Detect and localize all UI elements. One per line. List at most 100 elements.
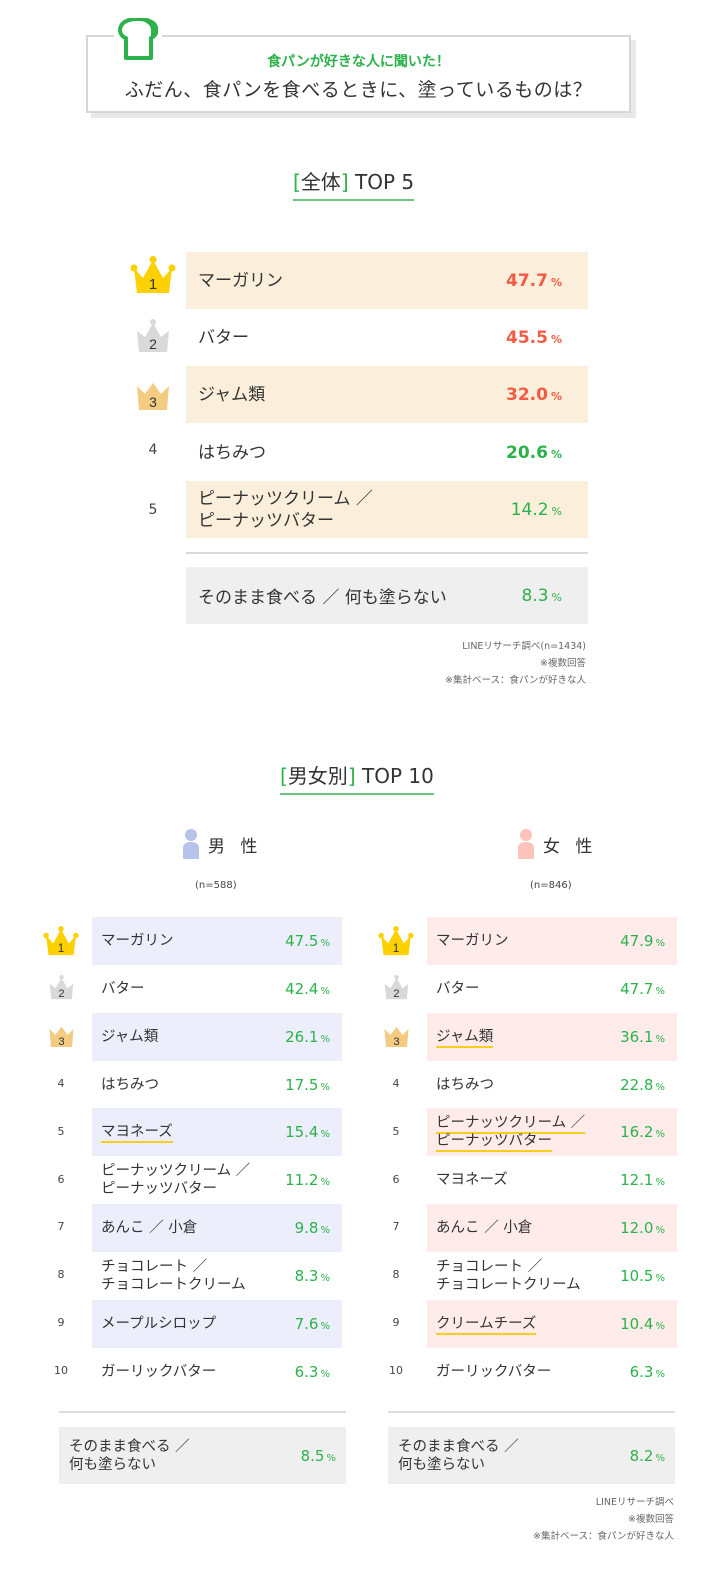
- overall-row-1: マーガリン 47.7%: [186, 252, 588, 309]
- highlight-underline: クリームチーズ: [436, 1316, 537, 1335]
- male-row-3: ジャム類 26.1%: [92, 1013, 342, 1061]
- item-label: はちみつ: [101, 1077, 159, 1093]
- female-row-3: ジャム類 36.1%: [427, 1013, 677, 1061]
- gender-notes: LINEリサーチ調べ ※複数回答 ※集計ベース：食パンが好きな人: [533, 1497, 674, 1542]
- item-label: ガーリックバター: [436, 1364, 552, 1380]
- svg-text:1: 1: [149, 276, 157, 293]
- highlight-underline: マヨネーズ: [101, 1124, 173, 1143]
- heading-label: 男女別: [287, 764, 348, 788]
- item-label: ピーナッツクリーム ／ピーナッツバター: [198, 488, 373, 531]
- item-value: 32.0%: [506, 384, 562, 405]
- overall-row-4: はちみつ 20.6%: [186, 424, 588, 481]
- item-label: クリームチーズ: [427, 1315, 607, 1335]
- male-row-none: そのまま食べる ／何も塗らない 8.5%: [59, 1427, 346, 1484]
- rank-number: 9: [57, 1316, 65, 1329]
- question-header: 食パンが好きな人に聞いた！ ふだん、食パンを食べるときに、塗っているものは？: [86, 35, 631, 113]
- male-row-5: マヨネーズ 15.4%: [92, 1108, 342, 1156]
- male-row-6: ピーナッツクリーム ／ピーナッツバター 11.2%: [92, 1156, 342, 1204]
- item-value: 20.6%: [506, 442, 562, 463]
- item-value: 16.2%: [620, 1123, 665, 1141]
- item-value: 12.0%: [620, 1219, 665, 1237]
- rank-number: 7: [392, 1220, 400, 1233]
- female-row-5: ピーナッツクリーム ／ピーナッツバター 16.2%: [427, 1108, 677, 1156]
- silver-crown-icon: 2: [383, 975, 410, 1000]
- item-value: 26.1%: [285, 1028, 330, 1046]
- item-value: 14.2%: [510, 499, 562, 520]
- item-label: バター: [198, 327, 249, 348]
- svg-text:3: 3: [58, 1036, 64, 1048]
- item-value: 8.3%: [521, 585, 563, 606]
- item-label: あんこ ／ 小倉: [436, 1220, 533, 1236]
- item-label: マーガリン: [101, 933, 174, 949]
- bronze-crown-icon: 3: [383, 1025, 410, 1048]
- section-heading-gender: [男女別] TOP 10: [280, 760, 434, 795]
- rank-number: 4: [392, 1077, 400, 1090]
- rank-number: 5: [148, 502, 158, 518]
- divider: [388, 1411, 675, 1413]
- svg-text:3: 3: [393, 1036, 399, 1048]
- item-value: 45.5%: [506, 327, 562, 348]
- item-value: 42.4%: [285, 980, 330, 998]
- header-title: ふだん、食パンを食べるときに、塗っているものは？: [124, 79, 593, 101]
- heading-top: TOP 10: [361, 764, 434, 788]
- item-value: 8.2%: [629, 1446, 665, 1465]
- svg-text:1: 1: [58, 942, 65, 955]
- item-value: 17.5%: [285, 1076, 330, 1094]
- item-label: チョコレート ／チョコレートクリーム: [101, 1259, 246, 1293]
- item-label: マーガリン: [436, 933, 509, 949]
- rank-number: 6: [392, 1173, 400, 1186]
- item-label: ガーリックバター: [101, 1364, 217, 1380]
- svg-text:2: 2: [58, 988, 64, 1000]
- rank-number: 4: [57, 1077, 65, 1090]
- gold-crown-icon: 1: [43, 926, 79, 956]
- item-label: ジャム類: [427, 1028, 607, 1048]
- rank-number: 10: [54, 1364, 68, 1377]
- female-person-icon: [518, 829, 534, 859]
- item-label: バター: [436, 981, 480, 997]
- bracket-close: ]: [347, 764, 356, 788]
- female-row-7: あんこ ／ 小倉 12.0%: [427, 1204, 677, 1252]
- overall-row-5: ピーナッツクリーム ／ピーナッツバター 14.2%: [186, 481, 588, 538]
- item-value: 36.1%: [620, 1028, 665, 1046]
- overall-row-none: そのまま食べる ／ 何も塗らない 8.3%: [186, 567, 588, 624]
- item-label: はちみつ: [436, 1077, 494, 1093]
- item-value: 8.3%: [294, 1267, 330, 1285]
- female-row-none: そのまま食べる ／何も塗らない 8.2%: [388, 1427, 675, 1484]
- female-row-8: チョコレート ／チョコレートクリーム 10.5%: [427, 1252, 677, 1300]
- male-row-4: はちみつ 17.5%: [92, 1061, 342, 1109]
- bracket-open: [: [293, 170, 301, 194]
- section-heading-overall: [全体] TOP 5: [293, 166, 415, 201]
- item-label: ジャム類: [101, 1029, 159, 1045]
- divider: [59, 1411, 346, 1413]
- highlight-underline: ピーナッツバター: [436, 1133, 552, 1152]
- female-row-9: クリームチーズ 10.4%: [427, 1300, 677, 1348]
- item-value: 6.3%: [294, 1363, 330, 1381]
- item-label: ピーナッツクリーム ／ピーナッツバター: [427, 1114, 607, 1152]
- bracket-close: ]: [340, 170, 349, 194]
- divider: [186, 552, 588, 554]
- rank-number: 4: [148, 442, 158, 458]
- rank-number: 6: [57, 1173, 65, 1186]
- gold-crown-icon: 1: [130, 256, 176, 294]
- overall-row-2: バター 45.5%: [186, 309, 588, 366]
- item-value: 6.3%: [629, 1363, 665, 1381]
- item-label: チョコレート ／チョコレートクリーム: [436, 1259, 581, 1293]
- item-value: 10.4%: [620, 1315, 665, 1333]
- item-value: 10.5%: [620, 1267, 665, 1285]
- rank-number: 10: [389, 1364, 403, 1377]
- item-value: 7.6%: [294, 1315, 330, 1333]
- item-value: 47.5%: [285, 932, 330, 950]
- heading-top: TOP 5: [354, 170, 415, 194]
- item-label: そのまま食べる ／ 何も塗らない: [198, 588, 447, 608]
- item-value: 8.5%: [300, 1446, 336, 1465]
- male-sample-size: (n=588): [195, 880, 237, 891]
- male-row-8: チョコレート ／チョコレートクリーム 8.3%: [92, 1252, 342, 1300]
- male-header: 男 性: [182, 829, 262, 859]
- bracket-open: [: [280, 764, 288, 788]
- item-value: 47.9%: [620, 932, 665, 950]
- rank-number: 8: [392, 1268, 400, 1281]
- rank-number: 5: [392, 1125, 400, 1138]
- gold-crown-icon: 1: [378, 926, 414, 956]
- heading-label: 全体: [300, 170, 341, 194]
- item-label: ピーナッツクリーム ／ピーナッツバター: [101, 1163, 251, 1197]
